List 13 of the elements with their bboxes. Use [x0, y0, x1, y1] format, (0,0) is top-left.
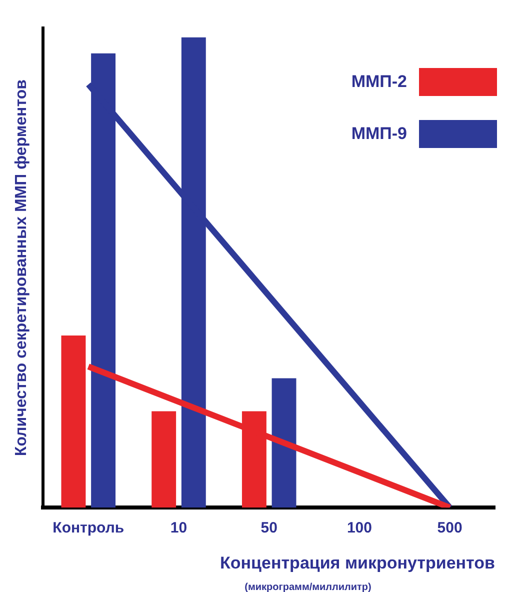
y-axis-title: Количество секретированных ММП ферментов — [13, 79, 30, 456]
text: (микрограмм/миллилитр) — [244, 582, 372, 592]
legend-label: ММП-9 — [351, 124, 407, 144]
legend-label: ММП-2 — [351, 72, 407, 92]
x-tick-label: 100 — [346, 520, 372, 537]
x-axis-title: Концентрация микронутриентов — [220, 553, 495, 572]
bar — [152, 411, 176, 508]
x-tick-label: 500 — [437, 520, 462, 537]
x-tick-label: Контроль — [52, 520, 124, 537]
bar — [61, 336, 86, 508]
bar — [272, 378, 296, 508]
x-tick-label: 10 — [170, 520, 188, 537]
x-tick-label: 50 — [260, 520, 278, 537]
